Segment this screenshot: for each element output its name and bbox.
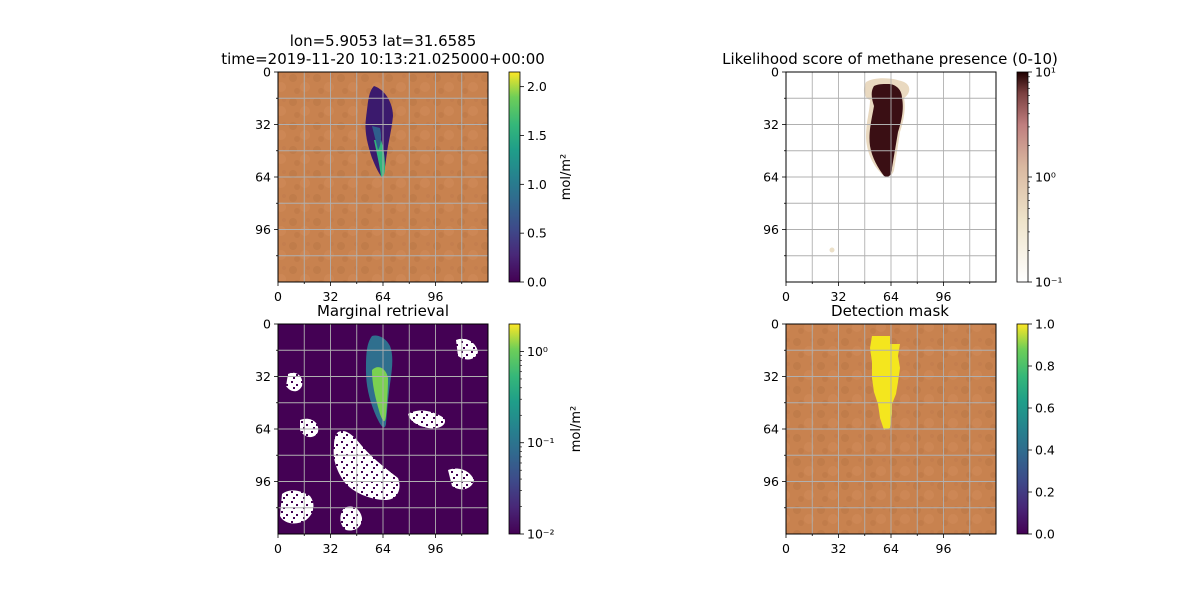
- y-tick-label: 64: [763, 170, 779, 185]
- panel-marginal: Marginal retrieval 0 32 64 96 0 32 64 96 10⁰ 10⁻…: [255, 302, 584, 556]
- panel-mask-title: Detection mask: [831, 302, 949, 320]
- colorbar-tick-label: 10⁻¹: [1035, 275, 1063, 290]
- x-tick-label: 32: [323, 289, 339, 304]
- x-tick-label: 0: [274, 289, 282, 304]
- x-tick-label: 96: [936, 289, 952, 304]
- y-tick-label: 64: [763, 422, 779, 437]
- plume-mid: [372, 126, 382, 150]
- panel-retrieval: lon=5.9053 lat=31.6585 time=2019-11-20 1…: [221, 32, 574, 304]
- x-tick-label: 64: [883, 289, 899, 304]
- plume-core: [869, 84, 903, 177]
- plume-bright: [372, 367, 388, 422]
- panel-marginal-plume: [366, 335, 393, 428]
- colorbar-mask: [1016, 323, 1029, 535]
- nodata-blob-lowright: [448, 468, 474, 490]
- colorbar-tick-label: 10⁰: [1035, 170, 1056, 185]
- y-tick-label: 32: [763, 369, 779, 384]
- nodata-blob-left: [280, 490, 314, 524]
- panel-likelihood-plume: [829, 78, 910, 253]
- x-tick-label: 64: [883, 541, 899, 556]
- mask-region: [870, 336, 900, 430]
- y-tick-label: 0: [771, 317, 779, 332]
- colorbar-tick-label: 2.0: [527, 79, 547, 94]
- nodata-blob-topleft: [286, 372, 303, 392]
- plume-tail: [374, 140, 385, 177]
- panel-likelihood: Likelihood score of methane presence (0-…: [722, 50, 1062, 304]
- y-tick-label: 0: [263, 65, 271, 80]
- colorbar-marginal-label: mol/m²: [569, 406, 584, 452]
- colorbar-retrieval: [508, 71, 521, 283]
- x-tick-label: 64: [375, 541, 391, 556]
- y-tick-label: 96: [763, 222, 779, 237]
- panel-retrieval-title-line2: time=2019-11-20 10:13:21.025000+00:00: [221, 50, 545, 68]
- colorbar-tick-label: 1.5: [527, 128, 547, 143]
- y-tick-label: 0: [771, 65, 779, 80]
- x-tick-label: 32: [831, 289, 847, 304]
- panel-mask: Detection mask 0 32 64 96 0 32 64 96 0.0 0.2 0.4 0…: [763, 302, 1055, 556]
- y-tick-label: 96: [763, 474, 779, 489]
- x-tick-label: 0: [274, 541, 282, 556]
- colorbar-tick-label: 0.4: [1035, 443, 1055, 458]
- y-tick-label: 64: [255, 422, 271, 437]
- colorbar-tick-label: 0.6: [1035, 401, 1055, 416]
- x-tick-label: 96: [936, 541, 952, 556]
- y-tick-label: 0: [263, 317, 271, 332]
- colorbar-tick-label: 1.0: [527, 177, 547, 192]
- colorbar-tick-label: 0.0: [527, 275, 547, 290]
- colorbar-tick-label: 0.2: [1035, 485, 1055, 500]
- colorbar-tick-label: 10¹: [1035, 65, 1056, 80]
- panel-retrieval-title-line1: lon=5.9053 lat=31.6585: [290, 32, 477, 50]
- x-tick-label: 64: [375, 289, 391, 304]
- colorbar-tick-label: 10⁻²: [527, 527, 555, 542]
- x-tick-label: 96: [428, 289, 444, 304]
- y-tick-label: 96: [255, 474, 271, 489]
- colorbar-retrieval-label: mol/m²: [559, 154, 574, 200]
- panel-marginal-title: Marginal retrieval: [317, 302, 449, 320]
- x-tick-label: 96: [428, 541, 444, 556]
- x-tick-label: 32: [831, 541, 847, 556]
- colorbar-marginal: [508, 323, 521, 535]
- colorbar-tick-label: 0.5: [527, 226, 547, 241]
- colorbar-tick-label: 10⁰: [527, 344, 548, 359]
- y-tick-label: 64: [255, 170, 271, 185]
- colorbar-tick-label: 10⁻¹: [527, 435, 555, 450]
- y-tick-label: 32: [255, 369, 271, 384]
- x-tick-label: 0: [782, 541, 790, 556]
- plume-speck: [829, 247, 835, 253]
- panel-likelihood-title: Likelihood score of methane presence (0-…: [722, 50, 1058, 68]
- y-tick-label: 32: [255, 117, 271, 132]
- panel-retrieval-plume: [365, 86, 393, 178]
- colorbar-likelihood: [1016, 71, 1029, 283]
- y-tick-label: 96: [255, 222, 271, 237]
- x-tick-label: 0: [782, 289, 790, 304]
- y-tick-label: 32: [763, 117, 779, 132]
- colorbar-tick-label: 0.0: [1035, 527, 1055, 542]
- x-tick-label: 32: [323, 541, 339, 556]
- colorbar-tick-label: 1.0: [1035, 317, 1055, 332]
- colorbar-tick-label: 0.8: [1035, 359, 1055, 374]
